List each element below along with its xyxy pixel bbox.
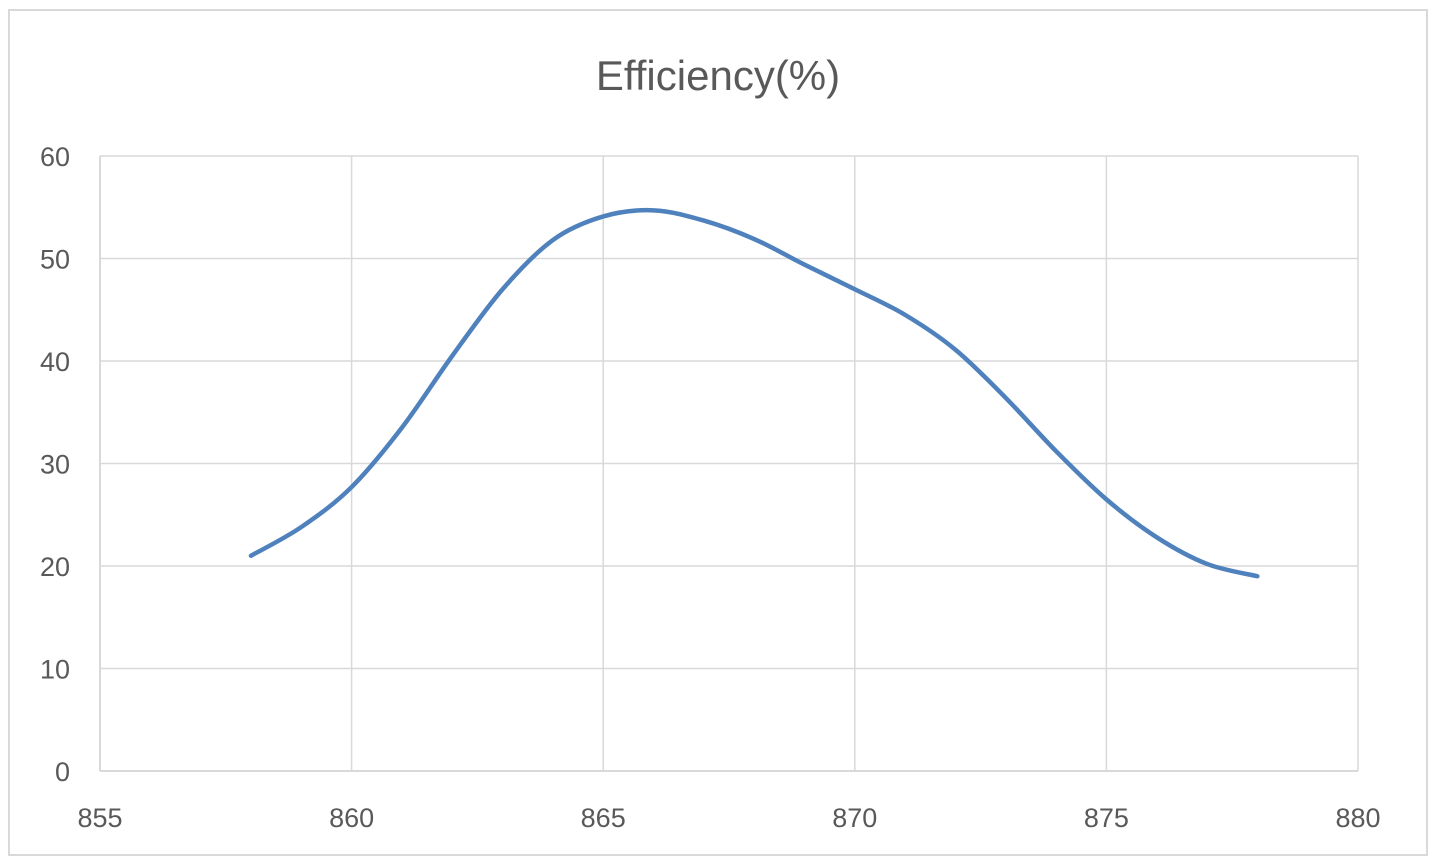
x-tick-label: 880	[1335, 803, 1380, 833]
gridlines	[100, 155, 1359, 771]
y-axis-tick-labels: 0 10 20 30 40 50 60	[40, 142, 70, 787]
y-tick-label: 60	[40, 142, 70, 172]
x-tick-label: 860	[329, 803, 374, 833]
y-tick-label: 10	[40, 655, 70, 685]
efficiency-series-line	[248, 207, 1260, 579]
x-tick-label: 875	[1084, 803, 1129, 833]
y-tick-label: 30	[40, 450, 70, 480]
x-axis-tick-labels: 855 860 865 870 875 880	[77, 803, 1380, 833]
chart-title: Efficiency(%)	[596, 52, 840, 99]
x-tick-label: 870	[832, 803, 877, 833]
axes	[99, 156, 1358, 772]
y-tick-label: 0	[55, 757, 70, 787]
series-layer	[248, 207, 1260, 579]
y-tick-label: 20	[40, 552, 70, 582]
x-tick-label: 855	[77, 803, 122, 833]
y-tick-label: 50	[40, 245, 70, 275]
x-tick-label: 865	[581, 803, 626, 833]
chart-frame	[8, 9, 1428, 856]
y-tick-label: 40	[40, 347, 70, 377]
